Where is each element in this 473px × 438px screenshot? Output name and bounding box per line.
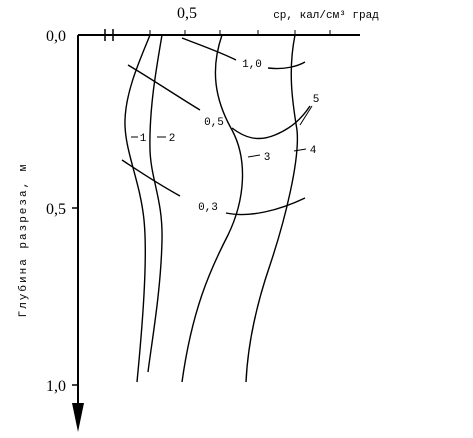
curves bbox=[124, 34, 299, 383]
isoline-label: 0,3 bbox=[198, 202, 218, 214]
x-axis-label: ср, кал/см³ град bbox=[273, 10, 379, 22]
isoline-label: 1,0 bbox=[242, 59, 262, 71]
curve-label: 3 bbox=[264, 152, 271, 164]
isoline-label: 0,5 bbox=[204, 117, 224, 129]
y-tick-label: 0,0 bbox=[46, 28, 66, 45]
curve-label: 2 bbox=[169, 133, 176, 145]
isolines bbox=[121, 37, 311, 216]
y-axis-label: Глубина разреза, м bbox=[17, 163, 30, 318]
y-tick-label: 0,5 bbox=[46, 201, 66, 218]
curve-label: 5 bbox=[313, 94, 320, 106]
curve-label: 4 bbox=[310, 145, 317, 157]
curve-label: 1 bbox=[140, 133, 147, 145]
x-tick-label: 0,5 bbox=[177, 5, 197, 22]
axes bbox=[72, 29, 360, 432]
y-tick-label: 1,0 bbox=[46, 378, 66, 395]
